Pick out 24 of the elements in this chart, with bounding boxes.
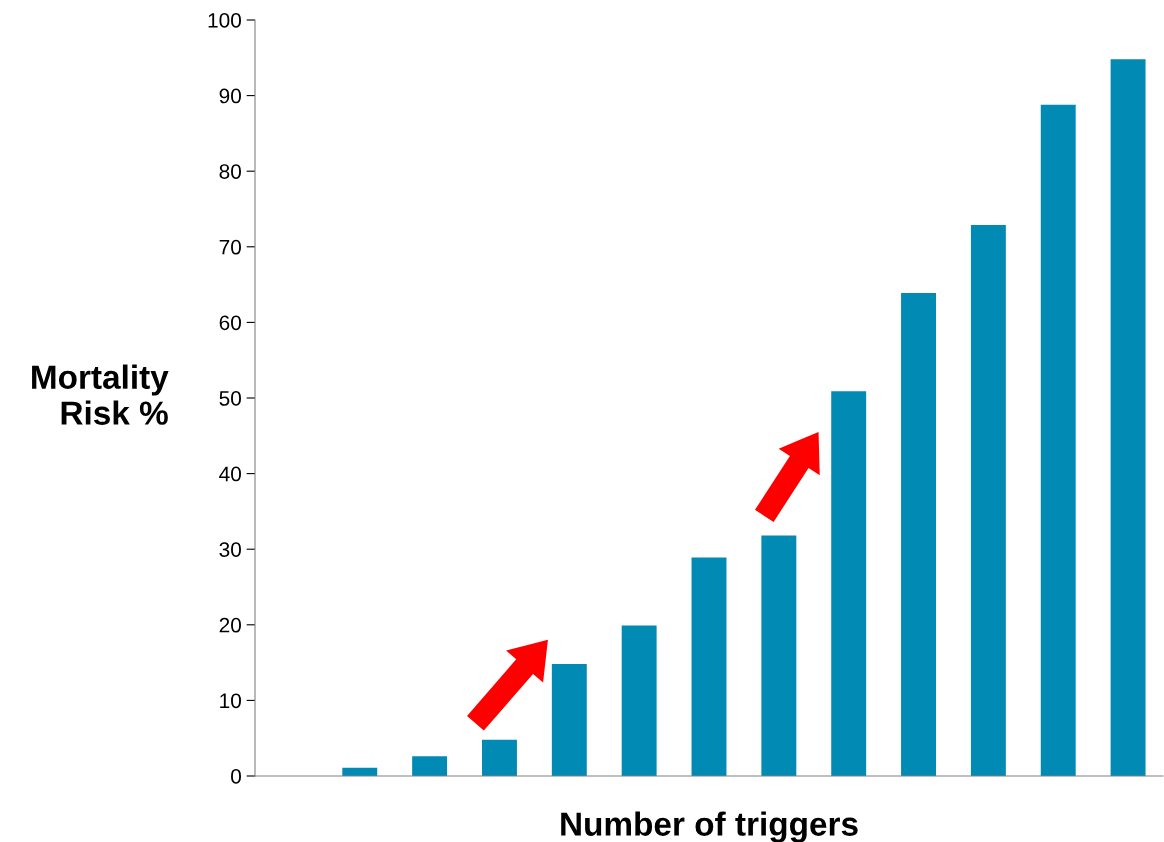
y-tick-label: 40: [219, 466, 241, 482]
y-tick-label: 30: [219, 542, 241, 557]
x-axis-title: Number of triggers: [561, 811, 858, 842]
bar: [1110, 59, 1146, 776]
bar: [761, 535, 797, 776]
bar: [1040, 104, 1076, 776]
y-tick-label: 0: [231, 769, 241, 784]
bar: [551, 664, 587, 776]
bar: [831, 391, 867, 776]
y-tick-label: 90: [219, 88, 241, 104]
y-axis-title: Mortality Risk %: [32, 364, 169, 425]
bar: [482, 739, 517, 776]
bar: [970, 224, 1006, 776]
y-tick-label: 50: [219, 391, 241, 406]
bar: [412, 756, 448, 776]
y-tick-label: 10: [220, 693, 241, 709]
bar: [621, 625, 657, 776]
y-tick-label: 20: [219, 617, 241, 633]
y-tick-label: 70: [219, 239, 241, 255]
y-tick-label: 80: [219, 164, 241, 179]
bar: [901, 292, 936, 776]
bar: [691, 557, 727, 776]
y-tick-label: 100: [208, 13, 241, 28]
y-tick-label: 60: [219, 315, 241, 331]
